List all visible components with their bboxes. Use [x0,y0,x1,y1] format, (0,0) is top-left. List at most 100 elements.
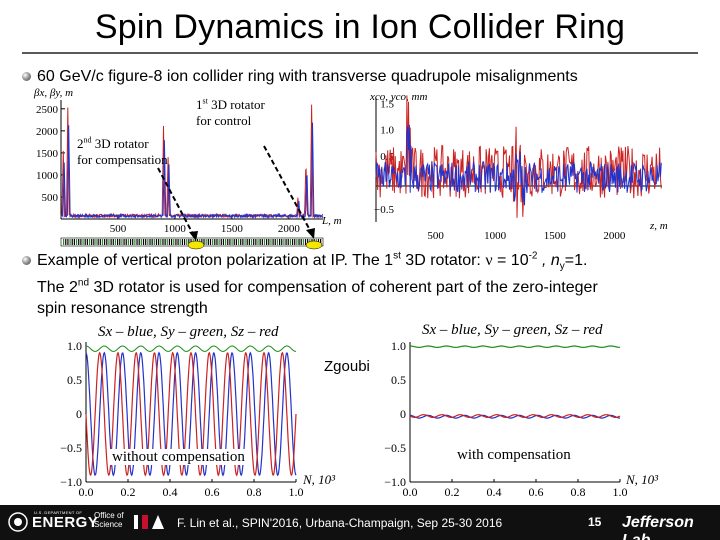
s2-x-tick: 1.0 [613,485,628,499]
lattice-element [253,239,255,245]
lattice-element [279,239,281,245]
lattice-element [110,239,112,245]
bullet-2-sub: y [559,261,565,273]
spin-chart-with: Sx – blue, Sy – green, Sz – red 1.0 0.5 0 −… [384,322,659,499]
lattice-element [73,239,75,245]
lattice-element [97,239,99,245]
lattice-element [220,239,222,245]
lattice-element [255,239,257,245]
bullet-icon [22,256,31,265]
orbit-x-label: z, m [649,220,668,232]
beta-x-tick: 1500 [221,223,244,235]
s2-x-tick: 0.4 [487,485,502,499]
lattice-element [127,239,129,245]
spin-chart-with-title: Sx – blue, Sy – green, Sz – red [422,322,603,338]
lattice-element [162,239,164,245]
s2-y-tick: −0.5 [384,441,406,455]
lattice-element [149,239,151,245]
lattice-element [302,239,304,245]
orbit-x-tick: 500 [427,230,444,242]
spin-chart-without-title: Sx – blue, Sy – green, Sz – red [98,324,279,340]
lattice-element [99,239,101,245]
s1-x-tick: 0.8 [247,485,262,499]
lattice-element [207,239,209,245]
spin-without-sz [85,351,297,477]
lattice-element [179,239,181,245]
lattice-element [171,239,173,245]
rotator-1-num: 1 [196,97,203,112]
lattice-element [270,239,272,245]
lattice-element [263,239,266,245]
lattice-element [229,239,231,245]
s2-x-tick: 0.8 [571,485,586,499]
lattice-element [95,239,97,245]
lattice-element [214,239,216,245]
s2-x-tick: 0.6 [529,485,544,499]
spin-without-sy [86,345,296,352]
lattice-element [259,239,261,245]
spin-with-sz [409,414,621,419]
without-compensation-label: without compensation [110,449,247,465]
bullet-2-part2: 3D rotator: [400,252,486,269]
beta-y-label: βx, βy, m [33,87,73,99]
bullet-2-part1: Example of vertical proton polarization … [37,252,394,269]
lattice-element [289,239,291,245]
lattice-element [237,239,240,245]
rotator-2-sup: nd [83,135,92,145]
jsa-logo-icon [134,515,164,529]
lattice-element [240,239,242,245]
lattice-element [300,239,302,245]
spin-with-x-label: N, 10³ [625,472,659,487]
title-divider [22,52,698,54]
bullet-2-line2a: The 2 [37,279,78,297]
rotator-1-marker [305,240,323,250]
page-number: 15 [588,515,602,529]
bullet-icon [22,72,31,81]
lattice-element [145,239,147,245]
lattice-element [173,239,175,245]
lattice-element [281,239,283,245]
s1-x-tick: 1.0 [289,485,304,499]
lattice-element [67,239,69,245]
lattice-element [307,239,309,245]
slide-title: Spin Dynamics in Ion Collider Ring [94,8,626,46]
lattice-element [155,239,158,245]
lattice-element [63,239,65,245]
s2-y-tick: 0 [400,407,406,421]
lattice-element [218,239,220,245]
bullet-2-part4: , n [537,252,560,269]
lattice-element [91,239,93,245]
lattice-element [65,239,67,245]
rotator-2-line2: for compensation [77,152,168,167]
lattice-element [250,239,253,245]
lattice-element [175,239,177,245]
lattice-element [114,239,117,245]
bullet-2-text: Example of vertical proton polarization … [37,250,707,319]
lattice-element [261,239,263,245]
lattice-element [205,239,207,245]
lattice-element [104,239,106,245]
lattice-element [93,239,95,245]
s1-x-tick: 0.2 [121,485,136,499]
beta-y-tick: 1000 [36,170,59,182]
jefferson-lab-logo: Jefferson Lab [622,514,694,540]
beta-x-tick: 2000 [278,223,301,235]
beta-y-tick: 1500 [36,148,59,160]
rotator-2-arrow [157,167,195,237]
lattice-element [117,239,119,245]
spin-with-sy [410,345,621,349]
lattice-element [78,239,80,245]
orbit-y-tick: 1.5 [380,98,394,110]
office-line2: Science [94,520,123,529]
lattice-element [186,239,188,245]
lattice-element [266,239,268,245]
lattice-element [287,239,289,245]
rotator-2-num: 2 [77,136,84,151]
orbit-y-line [375,124,662,206]
lattice-element [142,239,145,245]
bullet-1-text: 60 GeV/c figure-8 ion collider ring with… [37,68,578,85]
s1-y-tick: −1.0 [60,475,82,489]
s1-y-tick: 0.5 [67,373,82,387]
lattice-element [242,239,244,245]
orbit-y-tick: 1.0 [380,125,394,137]
